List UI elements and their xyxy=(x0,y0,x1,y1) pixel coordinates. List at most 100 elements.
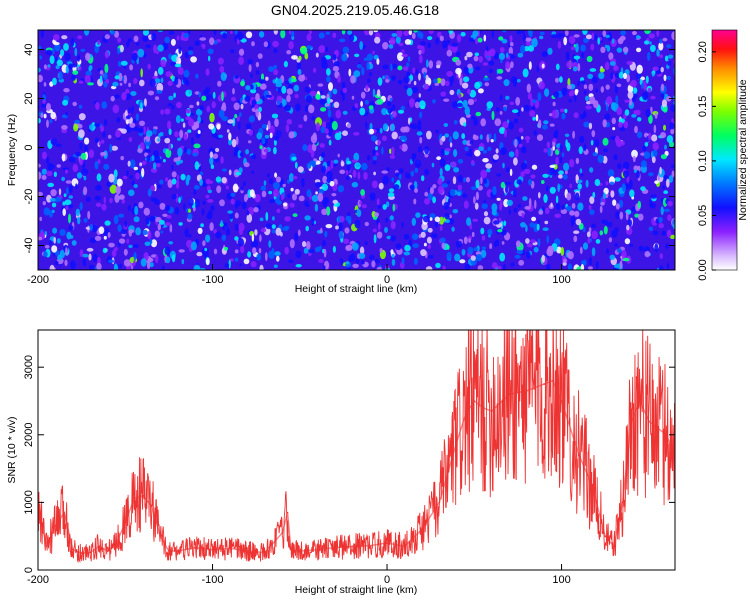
heatmap-cell xyxy=(320,95,326,99)
snr-data-point xyxy=(141,494,144,497)
heatmap-cell xyxy=(315,191,318,195)
heatmap-cell xyxy=(391,177,395,183)
heatmap-cell xyxy=(38,163,41,168)
heatmap-cell xyxy=(505,95,510,100)
heatmap-cell xyxy=(286,119,292,125)
snr-data-point xyxy=(421,528,423,531)
heatmap-cell xyxy=(217,57,224,65)
heatmap-cell xyxy=(38,67,41,73)
heatmap-cell xyxy=(627,219,633,227)
heatmap-cell xyxy=(276,176,281,183)
heatmap-cell xyxy=(315,122,320,132)
heatmap-cell xyxy=(401,49,405,53)
heatmap-cell xyxy=(75,183,78,190)
heatmap-cell xyxy=(342,87,347,94)
heatmap-cell xyxy=(418,73,421,81)
heatmap-cell xyxy=(466,51,473,58)
heatmap-cell xyxy=(365,84,369,92)
heatmap-cell xyxy=(591,230,598,240)
heatmap-cell xyxy=(652,66,659,71)
heatmap-cell xyxy=(481,246,487,250)
heatmap-cell xyxy=(43,64,47,70)
heatmap-cell xyxy=(456,102,463,108)
heatmap-cell xyxy=(663,124,666,131)
heatmap-cell xyxy=(110,95,115,102)
heatmap-cell xyxy=(404,244,411,252)
heatmap-cell xyxy=(323,248,327,258)
heatmap-cell xyxy=(559,143,563,152)
heatmap-cell xyxy=(152,75,158,79)
heatmap-cell xyxy=(565,170,568,175)
heatmap-cell xyxy=(144,149,151,153)
heatmap-cell xyxy=(228,132,232,141)
heatmap-cell xyxy=(539,35,544,40)
heatmap-cell xyxy=(232,87,235,95)
top-y-tick-label: 40 xyxy=(23,43,35,55)
heatmap-cell xyxy=(308,104,315,114)
heatmap-cell xyxy=(372,160,377,165)
heatmap-cell xyxy=(374,36,381,44)
heatmap-cell xyxy=(273,48,278,54)
heatmap-cell xyxy=(583,84,588,89)
heatmap-cell xyxy=(98,141,102,146)
heatmap-cell xyxy=(579,113,585,120)
heatmap-cell xyxy=(401,53,408,58)
heatmap-cell xyxy=(468,238,471,243)
heatmap-cell xyxy=(308,249,315,254)
heatmap-cell xyxy=(406,62,410,68)
heatmap-cell xyxy=(650,95,656,100)
heatmap-cell xyxy=(433,78,438,84)
heatmap-cell xyxy=(84,137,90,145)
heatmap-cell xyxy=(545,264,551,270)
heatmap-cell xyxy=(272,79,277,84)
heatmap-cell xyxy=(326,68,331,76)
heatmap-cell xyxy=(197,130,201,134)
heatmap-cell xyxy=(587,266,594,270)
heatmap-cell xyxy=(144,241,151,247)
heatmap-cell xyxy=(119,194,125,200)
heatmap-cell xyxy=(582,30,588,35)
heatmap-cell xyxy=(51,209,55,214)
heatmap-cell xyxy=(379,248,383,253)
heatmap-cell xyxy=(258,79,266,84)
heatmap-cell xyxy=(175,115,181,124)
heatmap-cell xyxy=(600,201,605,206)
heatmap-cell xyxy=(171,75,176,82)
heatmap-cell xyxy=(128,244,133,249)
heatmap-cell xyxy=(71,63,77,68)
heatmap-cell xyxy=(355,258,360,264)
heatmap-cell xyxy=(310,90,317,97)
heatmap-cell xyxy=(271,113,279,119)
heatmap-cell xyxy=(449,142,453,148)
heatmap-cell xyxy=(311,218,315,227)
heatmap-cell xyxy=(572,130,575,139)
heatmap-cell xyxy=(508,209,512,215)
heatmap-cell xyxy=(88,264,95,270)
heatmap-cell xyxy=(418,100,426,109)
heatmap-cell xyxy=(602,137,609,146)
heatmap-cell xyxy=(516,179,522,185)
heatmap-cell xyxy=(346,162,351,172)
heatmap-cell xyxy=(658,265,664,270)
heatmap-cell xyxy=(479,134,483,140)
heatmap-cell xyxy=(148,257,154,262)
heatmap-cell xyxy=(339,215,345,223)
heatmap-cell xyxy=(518,143,523,148)
heatmap-cell xyxy=(193,185,200,190)
heatmap-cell xyxy=(342,238,350,244)
heatmap-cell xyxy=(503,199,509,208)
heatmap-cell xyxy=(86,247,94,252)
heatmap-cell xyxy=(522,68,529,78)
heatmap-cell xyxy=(609,254,616,260)
heatmap-cell xyxy=(165,256,171,264)
heatmap-cell xyxy=(624,99,630,103)
heatmap-cell xyxy=(454,253,461,262)
heatmap-cell xyxy=(384,227,388,233)
heatmap-cell xyxy=(606,96,613,105)
heatmap-cell xyxy=(481,235,486,241)
heatmap-cell xyxy=(604,219,608,225)
heatmap-cell xyxy=(544,88,550,97)
heatmap-cell xyxy=(513,79,517,87)
heatmap-cell xyxy=(346,123,352,129)
